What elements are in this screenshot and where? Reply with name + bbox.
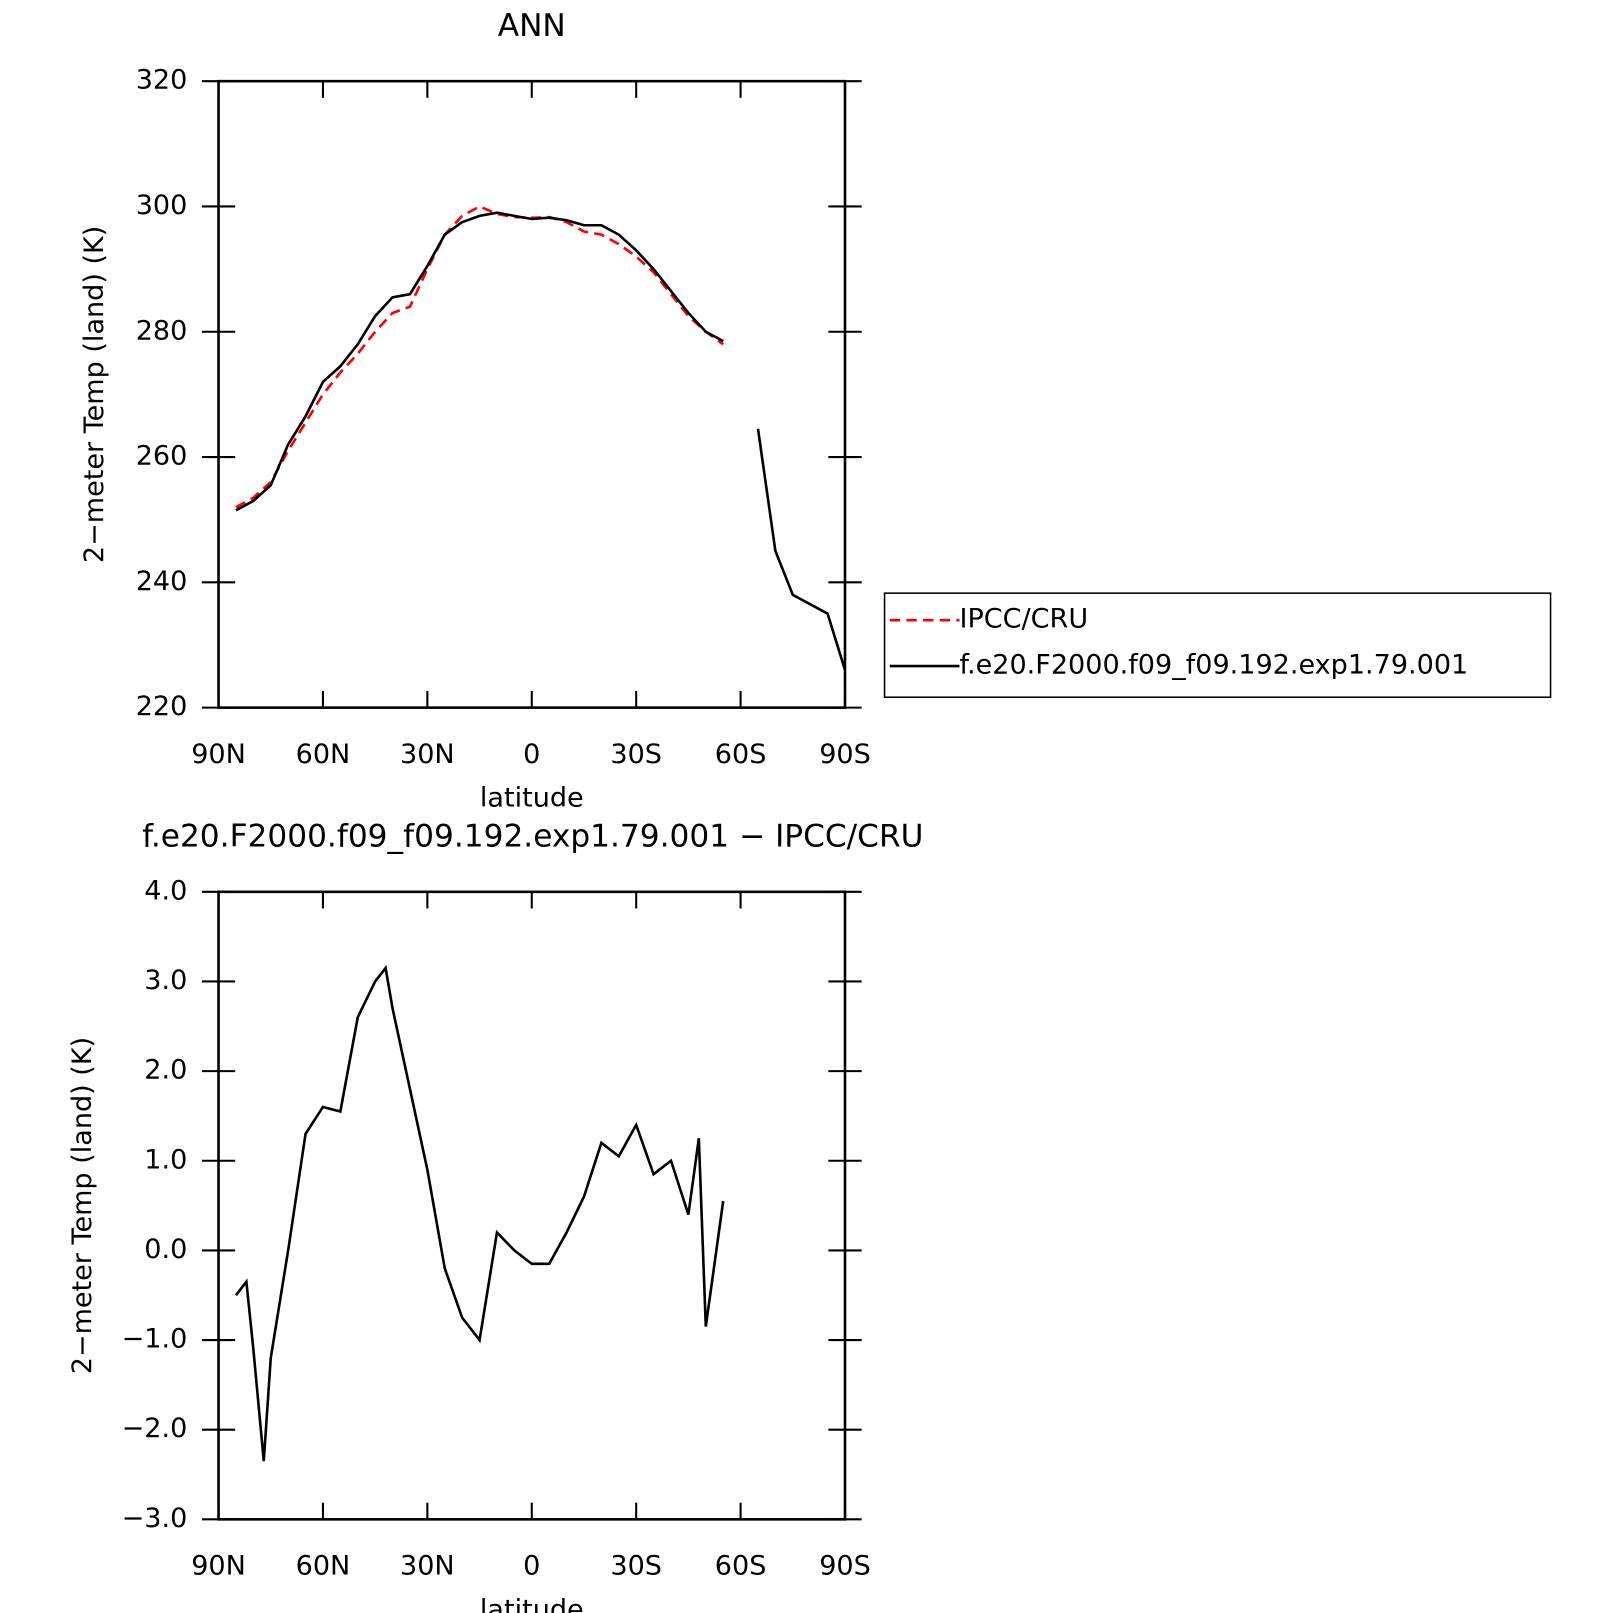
x-tick-label: 60N — [296, 739, 351, 770]
x-axis-label: latitude — [480, 783, 584, 814]
x-tick-label: 90N — [191, 739, 246, 770]
legend-box — [883, 592, 1552, 699]
y-tick-label: 280 — [136, 315, 188, 346]
x-tick-label: 30N — [400, 1551, 455, 1582]
y-tick-label: 4.0 — [144, 875, 187, 906]
series-line — [235, 205, 724, 509]
x-tick-label: 60N — [296, 1551, 351, 1582]
y-tick-label: −3.0 — [122, 1503, 188, 1534]
series-line — [235, 211, 847, 671]
y-tick-label: 3.0 — [144, 965, 187, 996]
y-axis-label: 2−meter Temp (land) (K) — [79, 226, 110, 563]
chart-title: ANN — [498, 8, 566, 44]
y-axis-label: 2−meter Temp (land) (K) — [67, 1037, 98, 1374]
legend-label: IPCC/CRU — [959, 604, 1088, 635]
y-tick-label: −2.0 — [122, 1413, 188, 1444]
plot-frame — [217, 79, 847, 709]
y-tick-label: 2.0 — [144, 1055, 187, 1086]
x-tick-label: 0 — [523, 1551, 540, 1582]
y-tick-label: 0.0 — [144, 1234, 187, 1265]
x-tick-label: 0 — [523, 739, 540, 770]
y-tick-label: −1.0 — [122, 1324, 188, 1355]
x-tick-label: 30S — [610, 1551, 662, 1582]
x-tick-label: 90N — [191, 1551, 246, 1582]
x-tick-label: 90S — [819, 1551, 871, 1582]
series-line — [234, 964, 725, 1462]
y-tick-label: 300 — [136, 190, 188, 221]
legend-label: f.e20.F2000.f09_f09.192.exp1.79.001 — [959, 650, 1468, 681]
x-tick-label: 30N — [400, 739, 455, 770]
plot-frame — [217, 890, 847, 1521]
y-tick-label: 220 — [136, 691, 188, 722]
y-tick-label: 240 — [136, 566, 188, 597]
x-tick-label: 90S — [819, 739, 871, 770]
x-tick-label: 30S — [610, 739, 662, 770]
x-axis-label: latitude — [480, 1594, 584, 1613]
x-tick-label: 60S — [715, 1551, 767, 1582]
y-tick-label: 1.0 — [144, 1144, 187, 1175]
y-tick-label: 260 — [136, 441, 188, 472]
chart-title: f.e20.F2000.f09_f09.192.exp1.79.001 − IP… — [142, 819, 923, 855]
x-tick-label: 60S — [715, 739, 767, 770]
y-tick-label: 320 — [136, 65, 188, 96]
